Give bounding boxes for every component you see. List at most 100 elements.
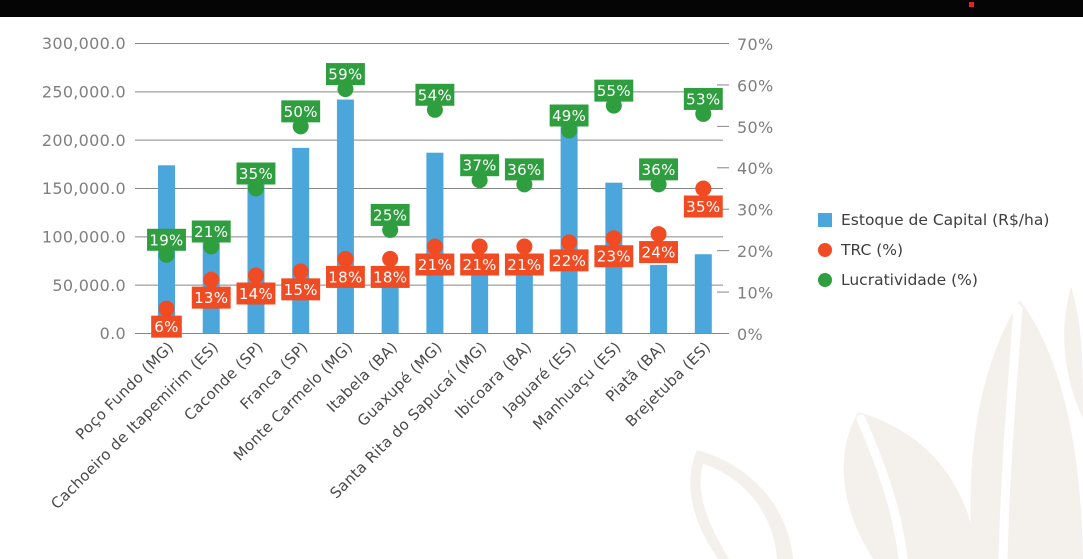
lucratividade-data-label: 50% <box>284 103 318 121</box>
y-axis-tick-label-left: 150,000.0 <box>42 179 126 198</box>
y-axis-tick-label-right: 20% <box>737 242 773 261</box>
x-axis-label: Cachoeiro de Itapemirim (ES) <box>47 338 222 513</box>
lucratividade-data-label: 35% <box>239 165 273 183</box>
bar <box>336 99 354 334</box>
trc-data-label-box <box>325 265 365 288</box>
lucratividade-data-label-box <box>191 220 231 243</box>
lucratividade-data-label-box <box>460 154 500 177</box>
top-bar <box>0 0 1083 17</box>
lucratividade-data-label: 55% <box>597 82 631 100</box>
lucratividade-data-label-box <box>639 158 679 181</box>
trc-data-label: 13% <box>194 289 228 307</box>
trc-data-label: 18% <box>328 268 362 286</box>
bar <box>694 254 712 334</box>
lucratividade-data-label: 37% <box>463 157 497 175</box>
trc-data-label: 15% <box>284 281 318 299</box>
legend-bar-marker-icon <box>818 212 832 227</box>
trc-point <box>337 250 354 267</box>
trc-data-label-box <box>460 253 500 276</box>
trc-point <box>158 300 175 317</box>
y-axis-tick-label-right: 10% <box>737 283 773 302</box>
trc-data-label: 6% <box>154 318 178 336</box>
lucratividade-data-label: 36% <box>507 161 541 179</box>
trc-data-label-box <box>415 253 455 276</box>
trc-data-label-box <box>594 245 634 268</box>
legend-label: TRC (%) <box>841 240 904 259</box>
trc-point <box>471 238 488 255</box>
y-axis-tick-label-left: 100,000.0 <box>42 227 126 246</box>
y-axis-tick-label-right: 50% <box>737 118 773 137</box>
legend-item-estoque: Estoque de Capital (R$/ha) <box>818 209 1049 230</box>
trc-data-label: 18% <box>373 268 407 286</box>
trc-point <box>382 250 399 267</box>
trc-point <box>292 263 309 280</box>
lucratividade-data-label: 59% <box>328 66 362 84</box>
lucratividade-data-label-box <box>147 228 186 251</box>
trc-data-label: 24% <box>641 244 675 262</box>
trc-data-label-box <box>370 265 410 288</box>
legend-label: Lucratividade (%) <box>841 270 978 289</box>
trc-point <box>605 230 622 247</box>
trc-point <box>516 238 533 255</box>
lucratividade-data-label: 53% <box>686 90 720 108</box>
y-axis-tick-label-left: 0.0 <box>100 324 126 343</box>
trc-point <box>247 267 264 284</box>
legend-trc-marker-icon <box>818 242 832 257</box>
trc-data-label: 21% <box>507 256 541 274</box>
trc-data-label: 35% <box>686 198 720 216</box>
y-axis-tick-label-left: 300,000.0 <box>42 34 126 53</box>
y-axis-tick-label-left: 200,000.0 <box>42 131 126 150</box>
trc-point <box>650 226 667 243</box>
trc-point <box>203 271 220 288</box>
bar <box>247 183 265 334</box>
y-axis-tick-label-right: 60% <box>737 76 773 95</box>
lucratividade-data-label: 19% <box>149 231 183 249</box>
trc-point <box>695 180 712 197</box>
legend-item-lucratividade: Lucratividade (%) <box>818 269 1049 290</box>
lucratividade-data-label-box <box>370 203 410 226</box>
trc-data-label: 21% <box>463 256 497 274</box>
trc-point <box>561 234 578 251</box>
lucratividade-data-label: 25% <box>373 206 407 224</box>
trc-data-label-box <box>683 195 723 218</box>
legend-lucratividade-marker-icon <box>818 272 832 287</box>
y-axis-tick-label-right: 40% <box>737 159 773 178</box>
legend-item-trc: TRC (%) <box>818 239 1049 260</box>
bar <box>471 258 489 334</box>
bar <box>515 259 533 334</box>
lucratividade-data-label-box <box>325 63 365 86</box>
trc-point <box>426 238 443 255</box>
lucratividade-data-label-box <box>594 79 634 102</box>
bar <box>650 264 668 334</box>
trc-data-label-box <box>504 253 544 276</box>
y-axis-tick-label-left: 50,000.0 <box>52 276 126 295</box>
y-axis-tick-label-left: 250,000.0 <box>42 82 126 101</box>
accent-dot-icon <box>969 2 974 7</box>
bar <box>381 279 399 334</box>
lucratividade-data-label: 54% <box>418 86 452 104</box>
bar <box>292 147 310 334</box>
trc-data-label: 22% <box>552 252 586 270</box>
x-axis-label: Caconde (SP) <box>181 338 267 424</box>
y-axis-tick-label-right: 30% <box>737 201 773 220</box>
chart-legend: Estoque de Capital (R$/ha) TRC (%) Lucra… <box>818 209 1049 290</box>
trc-data-label: 14% <box>239 285 273 303</box>
lucratividade-data-label: 36% <box>641 161 675 179</box>
lucratividade-data-label: 21% <box>194 223 228 241</box>
trc-data-label-box <box>236 282 276 305</box>
lucratividade-data-label: 49% <box>552 107 586 125</box>
lucratividade-data-label-box <box>281 100 321 123</box>
y-axis-tick-label-right: 70% <box>737 35 773 54</box>
bar <box>560 125 578 334</box>
trc-data-label-box <box>549 249 589 272</box>
lucratividade-data-label-box <box>549 104 589 127</box>
trc-data-label: 23% <box>597 248 631 266</box>
x-axis-label: Ibicoara (BA) <box>451 338 535 422</box>
y-axis-tick-label-right: 0% <box>737 325 763 344</box>
trc-data-label-box <box>639 241 679 264</box>
lucratividade-data-label-box <box>504 158 544 181</box>
trc-data-label: 21% <box>418 256 452 274</box>
legend-label: Estoque de Capital (R$/ha) <box>841 210 1050 229</box>
